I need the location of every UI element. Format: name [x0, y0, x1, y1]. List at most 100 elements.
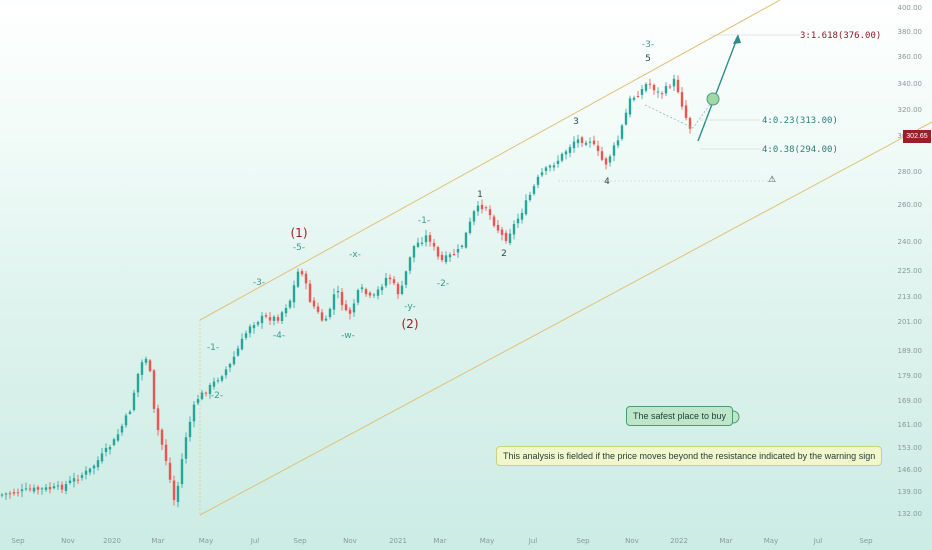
candle-body — [392, 279, 396, 284]
wave-label-minute-3: 3 — [573, 117, 579, 127]
candle-body — [188, 421, 192, 438]
wave-label-minute-2: 2 — [501, 249, 507, 259]
candle-body — [672, 78, 676, 87]
candle-body — [400, 285, 404, 294]
time-tick: Jul — [528, 537, 538, 545]
time-tick: Sep — [576, 537, 590, 545]
candle-body — [412, 246, 416, 258]
candle-body — [120, 425, 124, 433]
wave-label-x: -x- — [349, 250, 361, 260]
candle-body — [216, 380, 220, 382]
candle-body — [416, 242, 420, 247]
candle-body — [176, 485, 180, 502]
time-tick: 2022 — [670, 537, 688, 545]
candle-body — [468, 221, 472, 234]
candle-body — [420, 242, 424, 244]
candle-body — [504, 232, 508, 242]
candle-body — [688, 118, 692, 129]
candle-body — [0, 494, 4, 496]
time-tick: Sep — [11, 537, 25, 545]
candle-body — [48, 486, 52, 490]
wave-label-minor-4: -4- — [273, 331, 285, 341]
candle-body — [240, 338, 244, 350]
candle-body — [4, 493, 8, 495]
candle-body — [528, 194, 532, 201]
candle-body — [576, 139, 580, 144]
candle-body — [624, 112, 628, 125]
time-tick: Sep — [859, 537, 873, 545]
candle-body — [56, 485, 60, 487]
projection-path — [644, 99, 714, 129]
time-tick: May — [764, 537, 778, 545]
price-tick: 139.00 — [898, 488, 923, 496]
price-tick: 380.00 — [898, 28, 923, 36]
price-channel — [199, 0, 932, 516]
candle-body — [352, 303, 356, 313]
candle-body — [560, 153, 564, 161]
warning-note: This analysis is fielded if the price mo… — [496, 446, 883, 466]
time-tick: May — [480, 537, 494, 545]
wave-label-minor-3: -3- — [253, 278, 265, 288]
price-tick: 260.00 — [898, 201, 923, 209]
candle-body — [592, 140, 596, 145]
candle-body — [432, 242, 436, 247]
candle-body — [600, 151, 604, 160]
candle-body — [288, 300, 292, 308]
candle-body — [536, 176, 540, 185]
candle-body — [500, 229, 504, 235]
candle-body — [344, 304, 348, 311]
wave-label-primary-1: (1) — [291, 226, 308, 240]
candle-body — [68, 480, 72, 483]
candle-body — [88, 468, 92, 473]
candle-body — [436, 247, 440, 257]
candle-body — [440, 254, 444, 261]
candle-body — [524, 200, 528, 215]
candle-body — [308, 283, 312, 302]
candle-body — [52, 486, 56, 489]
candle-body — [264, 315, 268, 317]
candle-body — [604, 158, 608, 165]
candle-body — [516, 218, 520, 224]
candle-body — [348, 309, 352, 314]
candle-body — [32, 487, 36, 492]
candle-body — [656, 91, 660, 93]
price-tick: 201.00 — [898, 318, 923, 326]
candle-body — [320, 312, 324, 321]
candle-body — [368, 292, 372, 296]
time-tick: May — [199, 537, 213, 545]
price-tick: 280.00 — [898, 168, 923, 176]
time-tick: Nov — [625, 537, 639, 545]
candle-body — [140, 362, 144, 375]
price-tick: 320.00 — [898, 106, 923, 114]
candle-body — [588, 141, 592, 143]
wave-label-minor-5: -5- — [293, 243, 305, 253]
candle-body — [200, 392, 204, 400]
candle-body — [312, 300, 316, 307]
candle-body — [360, 287, 364, 290]
candle-body — [260, 315, 264, 324]
candle-body — [676, 79, 680, 93]
price-tick: 169.00 — [898, 397, 923, 405]
channel-upper-line — [199, 0, 781, 321]
candle-body — [280, 312, 284, 322]
candle-body — [636, 96, 640, 98]
candle-body — [596, 145, 600, 152]
candle-body — [124, 415, 128, 426]
price-tick: 179.00 — [898, 372, 923, 380]
buy-note: The safest place to buy — [626, 406, 734, 426]
candle-body — [220, 376, 224, 381]
candle-body — [628, 98, 632, 115]
candle-body — [584, 142, 588, 145]
candle-body — [272, 316, 276, 321]
wave-label-minor-1: -1- — [207, 343, 219, 353]
candle-body — [384, 277, 388, 286]
candle-body — [144, 358, 148, 363]
time-tick: Mar — [151, 537, 164, 545]
candle-body — [252, 324, 256, 329]
candle-body — [212, 381, 216, 387]
candle-body — [28, 488, 32, 490]
candle-body — [372, 294, 376, 296]
candle-body — [512, 224, 516, 235]
